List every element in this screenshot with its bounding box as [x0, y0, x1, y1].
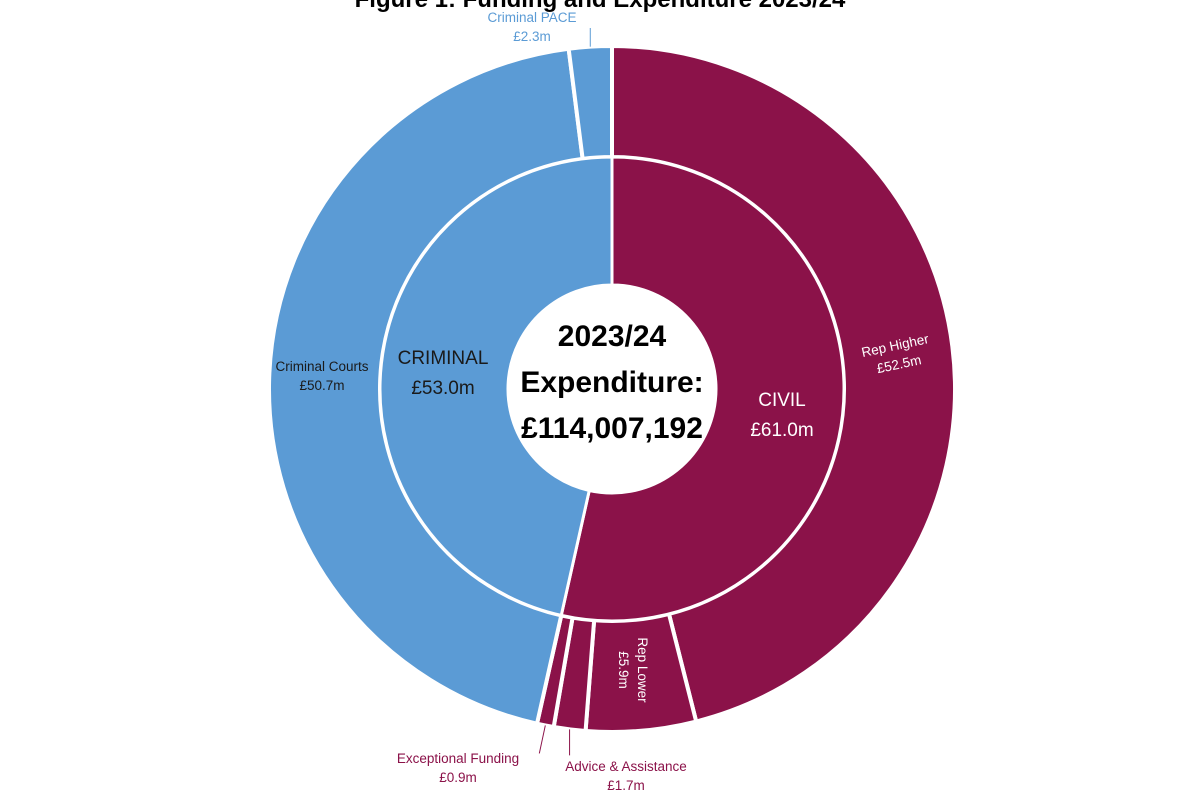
outer-ring	[267, 43, 957, 734]
center-heading: Expenditure:	[520, 366, 703, 399]
label-civil: CIVIL £61.0m	[750, 390, 813, 441]
center-hole	[508, 285, 716, 493]
center-year: 2023/24	[558, 320, 667, 353]
inner-ring	[378, 155, 846, 623]
label-criminal-courts: Criminal Courts £50.7m	[275, 359, 368, 393]
leader-line-exceptional-funding	[538, 725, 546, 754]
center-total: £114,007,192	[521, 412, 703, 445]
label-rep-lower: Rep Lower£5.9m	[616, 637, 650, 703]
label-criminal-pace: Criminal PACE £2.3m	[487, 10, 576, 44]
label-criminal: CRIMINAL £53.0m	[398, 348, 489, 399]
inner-segment-criminal	[378, 155, 614, 618]
label-exceptional-funding: Exceptional Funding £0.9m	[397, 751, 519, 785]
label-advice-and-assistance: Advice & Assistance £1.7m	[565, 759, 687, 792]
